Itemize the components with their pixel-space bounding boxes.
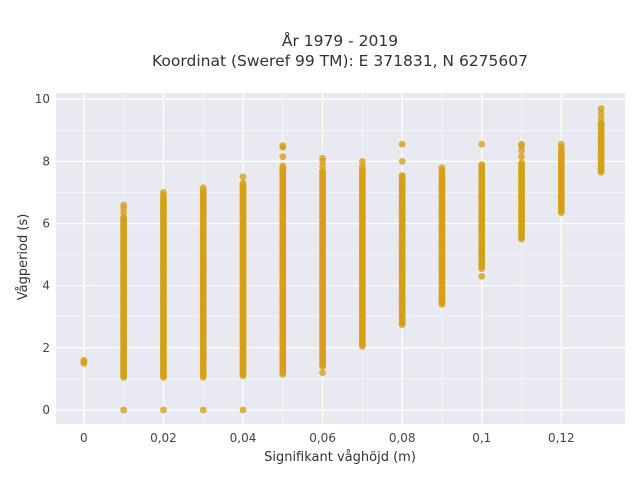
x-tick-label: 0,06	[309, 431, 336, 445]
data-point	[518, 147, 525, 154]
data-point	[239, 406, 247, 414]
x-axis-title: Signifikant våghöjd (m)	[264, 450, 416, 465]
data-points	[80, 105, 605, 414]
data-point	[160, 189, 167, 196]
data-point	[597, 105, 605, 112]
data-point	[398, 157, 406, 165]
data-point	[319, 167, 326, 175]
chart-title-line-2: Koordinat (Sweref 99 TM): E 371831, N 62…	[152, 52, 528, 70]
data-point	[398, 171, 406, 179]
data-point	[438, 164, 446, 171]
y-tick-label: 0	[42, 403, 50, 417]
data-point	[199, 406, 207, 414]
x-tick-label: 0,1	[472, 431, 491, 445]
x-tick-label: 0,12	[548, 431, 575, 445]
plot-area	[56, 93, 625, 424]
y-axis-ticks: 0 2 4 6 8 10	[35, 92, 50, 417]
data-point	[478, 272, 486, 280]
y-tick-label: 8	[42, 154, 50, 168]
data-point	[518, 159, 525, 167]
x-tick-label: 0,04	[230, 431, 257, 445]
data-point	[120, 209, 128, 217]
data-point	[239, 179, 247, 187]
data-point	[518, 140, 525, 148]
data-point	[597, 119, 605, 126]
data-point	[478, 161, 486, 168]
data-point	[239, 173, 247, 181]
data-point	[518, 153, 525, 161]
data-point	[358, 157, 366, 165]
data-point	[319, 162, 326, 170]
data-point	[319, 154, 326, 162]
data-point	[160, 406, 167, 414]
data-point	[597, 114, 605, 122]
data-point	[279, 162, 287, 170]
data-point	[478, 140, 486, 148]
data-point	[358, 162, 366, 170]
data-point	[319, 369, 326, 377]
y-tick-label: 4	[42, 279, 50, 293]
data-point	[279, 153, 287, 161]
y-axis-title: Vågperiod (s)	[16, 214, 31, 301]
data-point	[398, 140, 406, 148]
data-point	[120, 201, 128, 209]
x-tick-label: 0,02	[150, 431, 177, 445]
data-point	[80, 356, 88, 364]
chart-title-line-1: År 1979 - 2019	[282, 31, 398, 50]
data-point	[120, 213, 128, 221]
data-point	[120, 406, 128, 414]
y-tick-label: 10	[35, 92, 50, 106]
data-point	[199, 184, 207, 192]
x-tick-label: 0	[80, 431, 88, 445]
y-tick-label: 2	[42, 341, 50, 355]
data-point	[279, 142, 287, 150]
y-tick-label: 6	[42, 217, 50, 231]
x-tick-label: 0,08	[389, 431, 416, 445]
data-point	[557, 140, 565, 148]
x-axis-ticks: 0 0,02 0,04 0,06 0,08 0,1 0,12	[80, 431, 575, 445]
data-point	[597, 109, 605, 117]
